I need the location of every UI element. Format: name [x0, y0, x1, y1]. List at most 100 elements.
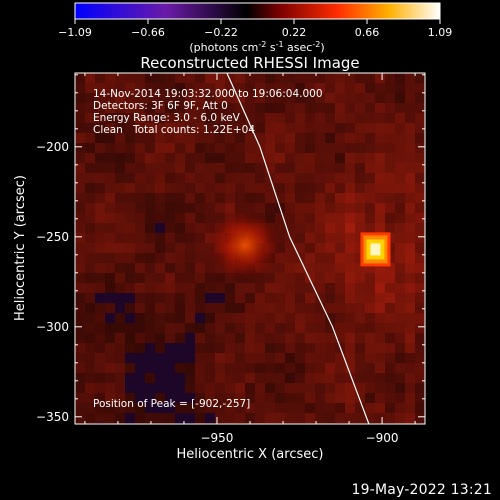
heatmap-cell [295, 93, 305, 103]
heatmap-cell [315, 283, 325, 293]
heatmap-cell [85, 163, 95, 173]
heatmap-cell [355, 193, 365, 203]
heatmap-cell [305, 343, 315, 353]
heatmap-cell [155, 293, 165, 303]
heatmap-cell [205, 153, 215, 163]
heatmap-cell [235, 293, 245, 303]
heatmap-cell [95, 123, 105, 133]
heatmap-cell [305, 413, 315, 423]
heatmap-cell [95, 323, 105, 333]
heatmap-cell [395, 403, 405, 413]
heatmap-cell [325, 333, 335, 343]
heatmap-cell [345, 283, 355, 293]
heatmap-cell [115, 173, 125, 183]
heatmap-cell [195, 273, 205, 283]
colorbar-tick-label: −1.09 [58, 26, 92, 39]
heatmap-cell [105, 133, 115, 143]
heatmap-cell [335, 283, 345, 293]
heatmap-cell [395, 183, 405, 193]
heatmap-cell [305, 383, 315, 393]
heatmap-cell [185, 363, 195, 373]
heatmap-cell [385, 413, 395, 423]
heatmap-cell [75, 313, 85, 323]
heatmap-cell [215, 163, 225, 173]
heatmap-cell [215, 183, 225, 193]
heatmap-cell [195, 73, 205, 83]
heatmap-cell [405, 233, 415, 243]
heatmap-cell [195, 133, 205, 143]
heatmap-cell [215, 383, 225, 393]
heatmap-cell [105, 173, 115, 183]
heatmap-cell [105, 93, 115, 103]
heatmap-cell [95, 363, 105, 373]
heatmap-cell [245, 173, 255, 183]
heatmap-cell [155, 143, 165, 153]
heatmap-cell [165, 123, 175, 133]
heatmap-cell [155, 313, 165, 323]
heatmap-cell [115, 243, 125, 253]
heatmap-cell [195, 293, 205, 303]
heatmap-cell [145, 143, 155, 153]
heatmap-cell [295, 313, 305, 323]
heatmap-cell [325, 353, 335, 363]
heatmap-cell [395, 143, 405, 153]
heatmap-cell [315, 223, 325, 233]
heatmap-cell [295, 133, 305, 143]
heatmap-cell [185, 223, 195, 233]
heatmap-cell [135, 123, 145, 133]
heatmap-cell [285, 263, 295, 273]
heatmap-cell [315, 83, 325, 93]
heatmap-cell [265, 103, 275, 113]
heatmap-cell [395, 193, 405, 203]
heatmap-cell [395, 283, 405, 293]
heatmap-cell [95, 233, 105, 243]
heatmap-cell [175, 113, 185, 123]
heatmap-cell [345, 133, 355, 143]
heatmap-cell [295, 123, 305, 133]
heatmap-cell [155, 393, 165, 403]
heatmap-cell [105, 83, 115, 93]
heatmap-cell [295, 303, 305, 313]
heatmap-cell [385, 183, 395, 193]
heatmap-cell [125, 103, 135, 113]
heatmap-cell [85, 73, 95, 83]
heatmap-cell [295, 143, 305, 153]
heatmap-cell [175, 183, 185, 193]
heatmap-cell [305, 233, 315, 243]
heatmap-cell [295, 243, 305, 253]
heatmap-cell [405, 223, 415, 233]
heatmap-cell [345, 293, 355, 303]
heatmap-cell [325, 213, 335, 223]
heatmap-cell [325, 253, 335, 263]
heatmap-cell [225, 323, 235, 333]
heatmap-cell [265, 343, 275, 353]
heatmap-cell [235, 373, 245, 383]
heatmap-cell [335, 83, 345, 93]
heatmap-cell [285, 333, 295, 343]
heatmap-cell [385, 103, 395, 113]
heatmap-cell [205, 313, 215, 323]
heatmap-cell [355, 323, 365, 333]
heatmap-cell [105, 363, 115, 373]
heatmap-cell [275, 213, 285, 223]
heatmap-cell [215, 123, 225, 133]
heatmap-cell [375, 323, 385, 333]
heatmap-cell [355, 363, 365, 373]
heatmap-cell [125, 113, 135, 123]
heatmap-cell [115, 393, 125, 403]
heatmap-cell [285, 393, 295, 403]
heatmap-cell [235, 343, 245, 353]
heatmap-cell [85, 203, 95, 213]
heatmap-cell [355, 413, 365, 423]
heatmap-cell [255, 413, 265, 423]
heatmap-cell [195, 103, 205, 113]
heatmap-cell [145, 113, 155, 123]
heatmap-cell [415, 373, 425, 383]
heatmap-cell [155, 103, 165, 113]
heatmap-cell [285, 113, 295, 123]
heatmap-cell [195, 343, 205, 353]
heatmap-cell [355, 153, 365, 163]
heatmap-cell [245, 83, 255, 93]
heatmap-cell [255, 313, 265, 323]
heatmap-cell [205, 83, 215, 93]
